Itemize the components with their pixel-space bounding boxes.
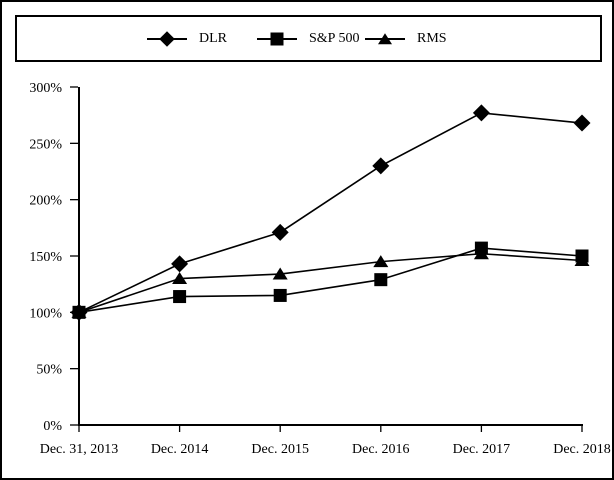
series-line-s-p-500 [78,247,583,314]
series-line-dlr [78,112,583,314]
triangle-marker [473,247,489,260]
x-axis-label: Dec. 2016 [352,442,410,457]
legend-label-dlr: DLR [199,30,227,46]
square-icon [270,32,284,45]
legend-item-rms: RMS [365,31,447,47]
y-axis-label: 150% [29,250,62,265]
y-axis-label: 50% [36,363,62,378]
diamond-marker [372,157,390,175]
x-axis-label: Dec. 2014 [151,442,209,457]
triangle-marker [71,305,87,318]
diamond-marker [171,255,189,273]
series-rms [71,247,590,318]
diamond-marker [472,104,490,122]
triangle-marker [574,254,590,267]
triangle-marker [272,267,288,280]
square-marker [173,290,187,304]
triangle-marker [373,255,389,268]
y-axis-label: 300% [29,81,62,96]
diamond-marker [271,223,289,241]
legend-line [147,30,187,47]
legend-label-rms: RMS [417,30,447,46]
triangle-marker [172,272,188,285]
y-axis-label: 100% [29,306,62,321]
square-marker [273,288,287,302]
triangle-icon [378,32,392,44]
y-axis-label: 0% [43,419,62,434]
y-axis-label: 250% [29,137,62,152]
legend-item-sp500: S&P 500 [257,31,359,47]
legend-label-sp500: S&P 500 [309,30,360,46]
x-axis-label: Dec. 31, 2013 [40,442,119,457]
y-axis-label: 200% [29,194,62,209]
series-s-p-500 [72,241,589,319]
chart-legend: DLR S&P 500 RMS [15,15,602,62]
x-axis-label: Dec. 2015 [251,442,309,457]
x-axis-label: Dec. 2018 [553,442,611,457]
diamond-marker [573,114,591,132]
series-line-rms [78,252,583,314]
legend-line [257,32,297,45]
square-marker [374,273,388,287]
legend-line [365,32,405,44]
x-axis-label: Dec. 2017 [453,442,511,457]
legend-item-dlr: DLR [147,31,227,47]
